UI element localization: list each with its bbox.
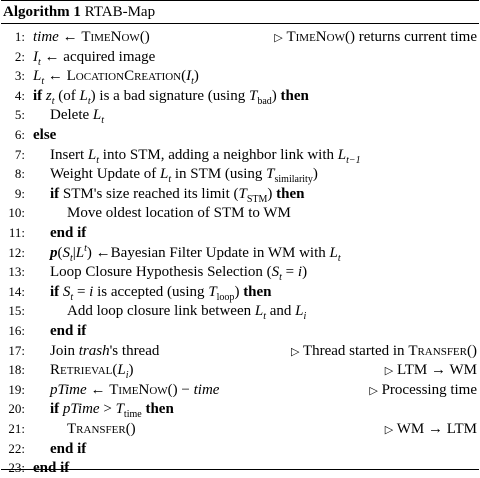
algorithm-line: 9: if STM's size reached its limit (TSTM)… [1,184,479,205]
algorithm-line: 12: p(St|Lt) ←Bayesian Filter Update in W… [1,243,479,263]
algorithm-line: 23: end if [1,458,479,478]
line-code: Add loop closure link between Lt and Li [67,303,307,323]
line-number: 12: [8,244,25,260]
line-code: if STM's size reached its limit (TSTM) t… [50,185,305,205]
algorithm-line: 4: if zt (of Lt) is a bad signature (usin… [1,86,479,107]
line-code: Loop Closure Hypothesis Selection (St = … [50,264,308,284]
line-number: 18: [8,362,25,378]
line-number: 10: [8,205,25,221]
line-number: 7: [14,146,25,162]
line-number: 4: [14,87,25,103]
line-comment: ▷ WM → LTM [384,421,477,437]
line-code: p(St|Lt) ←Bayesian Filter Update in WM w… [50,242,341,264]
algorithm-line: 2: It ← acquired image [1,47,479,68]
line-code: end if [50,225,87,241]
algorithm-line: 8: Weight Update of Lt in STM (using Tsim… [1,164,479,186]
line-number: 17: [8,342,25,358]
algorithm-line: 14: if St = i is accepted (using Tloop) t… [1,282,479,303]
line-code: Transfer() [67,421,136,437]
line-code: end if [50,440,87,457]
line-code: Insert Lt into STM, adding a neighbor li… [50,146,361,166]
line-number: 14: [8,283,25,299]
line-number: 21: [8,421,25,436]
line-number: 1: [14,29,25,44]
line-code: if zt (of Lt) is a bad signature (using … [33,87,309,107]
line-code: Delete Lt [50,107,105,127]
line-comment: ▷ Processing time [369,381,477,398]
algorithm-label: Algorithm 1 [3,4,81,20]
algorithm-header: Algorithm 1 RTAB-Map [3,2,155,22]
line-code: It ← acquired image [33,48,156,68]
line-number: 20: [8,401,25,417]
algorithm-line: 21: Transfer() ▷ WM → LTM [1,419,479,439]
line-number: 22: [8,440,25,456]
line-code: end if [33,460,70,477]
line-code: end if [50,323,87,339]
algorithm-line: 16: end if [1,321,479,341]
line-number: 2: [14,48,25,64]
algorithm-title: RTAB-Map [84,4,156,20]
line-code: time ← TimeNow() [33,29,150,45]
algorithm-line: 6: else [1,125,479,145]
line-number: 19: [8,381,25,397]
line-code: if pTime > Ttime then [50,401,174,421]
line-comment: ▷ TimeNow() returns current time [274,29,477,45]
line-number: 16: [8,323,25,338]
algorithm-line: 5: Delete Lt [1,105,479,127]
algorithm-line: 19: pTime ← TimeNow() − time ▷ Processing … [1,380,479,400]
algorithm-line: 13: Loop Closure Hypothesis Selection (St… [1,262,479,284]
line-number: 15: [8,303,25,319]
line-number: 5: [14,107,25,123]
algorithm-line: 22: end if [1,439,479,459]
algorithm-line: 1: time ← TimeNow() ▷ TimeNow() returns cu… [1,27,479,47]
line-comment: ▷ Thread started in Transfer() [290,342,477,359]
line-number: 8: [14,166,25,182]
line-number: 11: [8,225,25,240]
line-code: Move oldest location of STM to WM [67,205,291,222]
line-code: Retrieval(Li) [50,362,134,382]
line-number: 6: [14,127,25,142]
algorithm-line: 7: Insert Lt into STM, adding a neighbor … [1,145,479,166]
algorithm-line: 11: end if [1,223,479,243]
line-code: pTime ← TimeNow() − time [50,381,220,398]
line-code: Lt ← LocationCreation(It) [33,68,199,88]
algorithm-line: 3: Lt ← LocationCreation(It) [1,66,479,88]
line-code: else [33,127,57,143]
line-code: Join trash's thread [50,342,160,359]
algorithm-line: 15: Add loop closure link between Lt and … [1,301,479,323]
line-number: 3: [14,68,25,84]
line-code: Weight Update of Lt in STM (using Tsimil… [50,166,318,186]
algorithm-line: 20: if pTime > Ttime then [1,399,479,421]
line-number: 13: [8,264,25,280]
header-rule [1,23,479,24]
line-number: 9: [14,185,25,201]
line-number: 23: [8,460,25,476]
algorithm-line: 18: Retrieval(Li) ▷ LTM → WM [1,360,479,382]
algorithm-line: 17: Join trash's thread ▷ Thread started i… [1,341,479,361]
line-code: if St = i is accepted (using Tloop) then [50,283,272,303]
algorithm-line: 10: Move oldest location of STM to WM [1,203,479,223]
line-comment: ▷ LTM → WM [384,362,477,379]
